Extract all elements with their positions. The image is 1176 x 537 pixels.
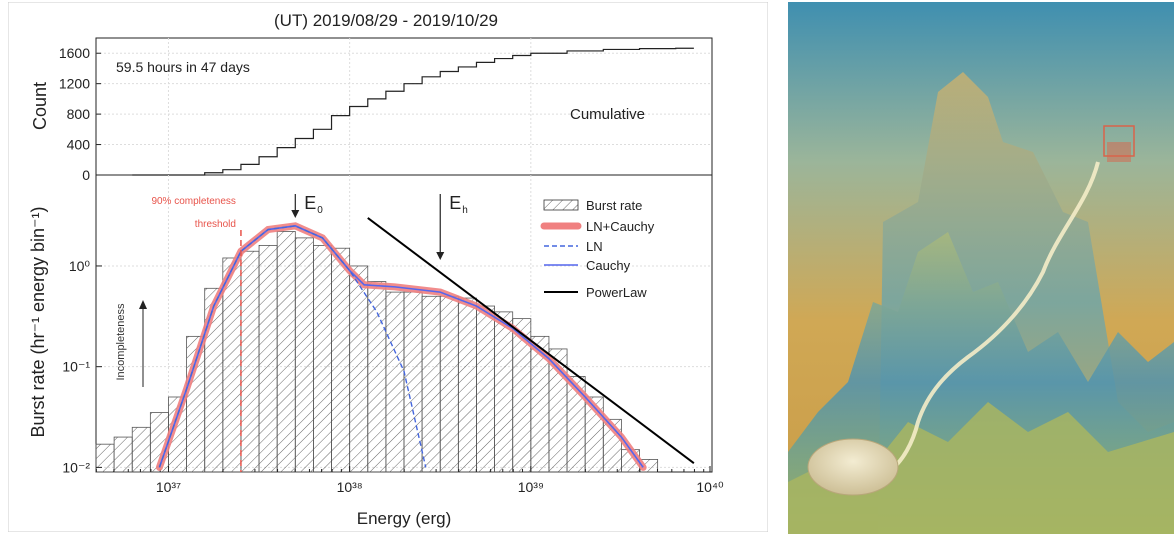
- xtick-label: 10⁴⁰: [696, 479, 724, 495]
- burst-rate-bar: [457, 297, 477, 473]
- xtick-label: 10³⁹: [518, 479, 544, 495]
- e0-marker: E 0: [291, 193, 323, 218]
- burst-rate-bar: [421, 295, 441, 473]
- legend-cauchy: Cauchy: [586, 258, 631, 273]
- burst-rate-bar: [494, 311, 514, 473]
- figure-title: (UT) 2019/08/29 - 2019/10/29: [274, 11, 498, 30]
- threshold-label-1: 90% completeness: [151, 196, 236, 207]
- burst-rate-bar: [258, 244, 278, 473]
- burst-rate-bar: [349, 265, 369, 473]
- burst-rate-bar: [276, 231, 296, 473]
- duration-annotation: 59.5 hours in 47 days: [116, 59, 250, 75]
- top-ytick-label: 400: [67, 137, 91, 153]
- legend-powerlaw: PowerLaw: [586, 285, 647, 300]
- burst-rate-bar: [476, 305, 495, 473]
- telescope-dish: [807, 438, 899, 496]
- svg-text:0: 0: [317, 205, 323, 216]
- ytick-label: 10⁻²: [62, 459, 90, 475]
- top-ytick-label: 800: [67, 106, 91, 122]
- incompleteness-marker: Incompleteness: [115, 300, 147, 387]
- svg-text:E: E: [449, 193, 461, 213]
- light-path: [886, 161, 1100, 474]
- legend-burst-rate: Burst rate: [586, 198, 642, 213]
- top-ytick-label: 1600: [59, 45, 90, 61]
- burst-figure: (UT) 2019/08/29 - 2019/10/29 0 400 800 1200…: [8, 2, 768, 532]
- cumulative-label: Cumulative: [570, 106, 645, 123]
- burst-rate-bar: [385, 291, 405, 473]
- top-ytick-label: 0: [82, 167, 90, 183]
- xtick-label: 10³⁷: [156, 479, 181, 495]
- burst-rate-bar: [294, 237, 314, 473]
- burst-rate-bar: [131, 426, 151, 473]
- burst-rate-bar: [367, 281, 387, 473]
- burst-rate-bar: [331, 247, 351, 473]
- burst-rate-bar: [313, 244, 332, 473]
- legend: Burst rate LN+Cauchy LN Cauchy PowerLaw: [540, 198, 655, 300]
- top-ytick-label: 1200: [59, 76, 90, 92]
- bottom-ylabel: Burst rate (hr⁻¹ energy bin⁻¹): [28, 206, 48, 437]
- burst-rate-bar: [240, 250, 260, 473]
- svg-text:h: h: [462, 205, 468, 216]
- svg-text:E: E: [304, 193, 316, 213]
- burst-rate-panel: 10³⁷ 10³⁸ 10³⁹ 10⁴⁰ 10⁰ 10⁻¹ 10⁻² 90% complete…: [28, 174, 724, 528]
- burst-rate-bar: [439, 295, 459, 473]
- cumulative-line: [132, 47, 694, 176]
- seal-stamp-2: [1107, 142, 1131, 162]
- eh-marker: E h: [436, 193, 468, 260]
- burst-rate-bar: [113, 436, 133, 473]
- legend-ln-cauchy: LN+Cauchy: [586, 219, 655, 234]
- powerlaw-fit: [367, 217, 695, 465]
- incompleteness-label: Incompleteness: [115, 303, 127, 381]
- top-ylabel: Count: [30, 82, 50, 130]
- ytick-label: 10⁻¹: [62, 359, 90, 375]
- landscape-artwork: [788, 2, 1174, 534]
- threshold-label-2: threshold: [195, 219, 236, 230]
- xlabel: Energy (erg): [357, 509, 451, 528]
- legend-swatch-burst-rate: [543, 199, 579, 211]
- legend-ln: LN: [586, 239, 603, 254]
- mountain-front: [788, 402, 1174, 534]
- ytick-label: 10⁰: [69, 258, 91, 274]
- xtick-label: 10³⁸: [337, 479, 363, 495]
